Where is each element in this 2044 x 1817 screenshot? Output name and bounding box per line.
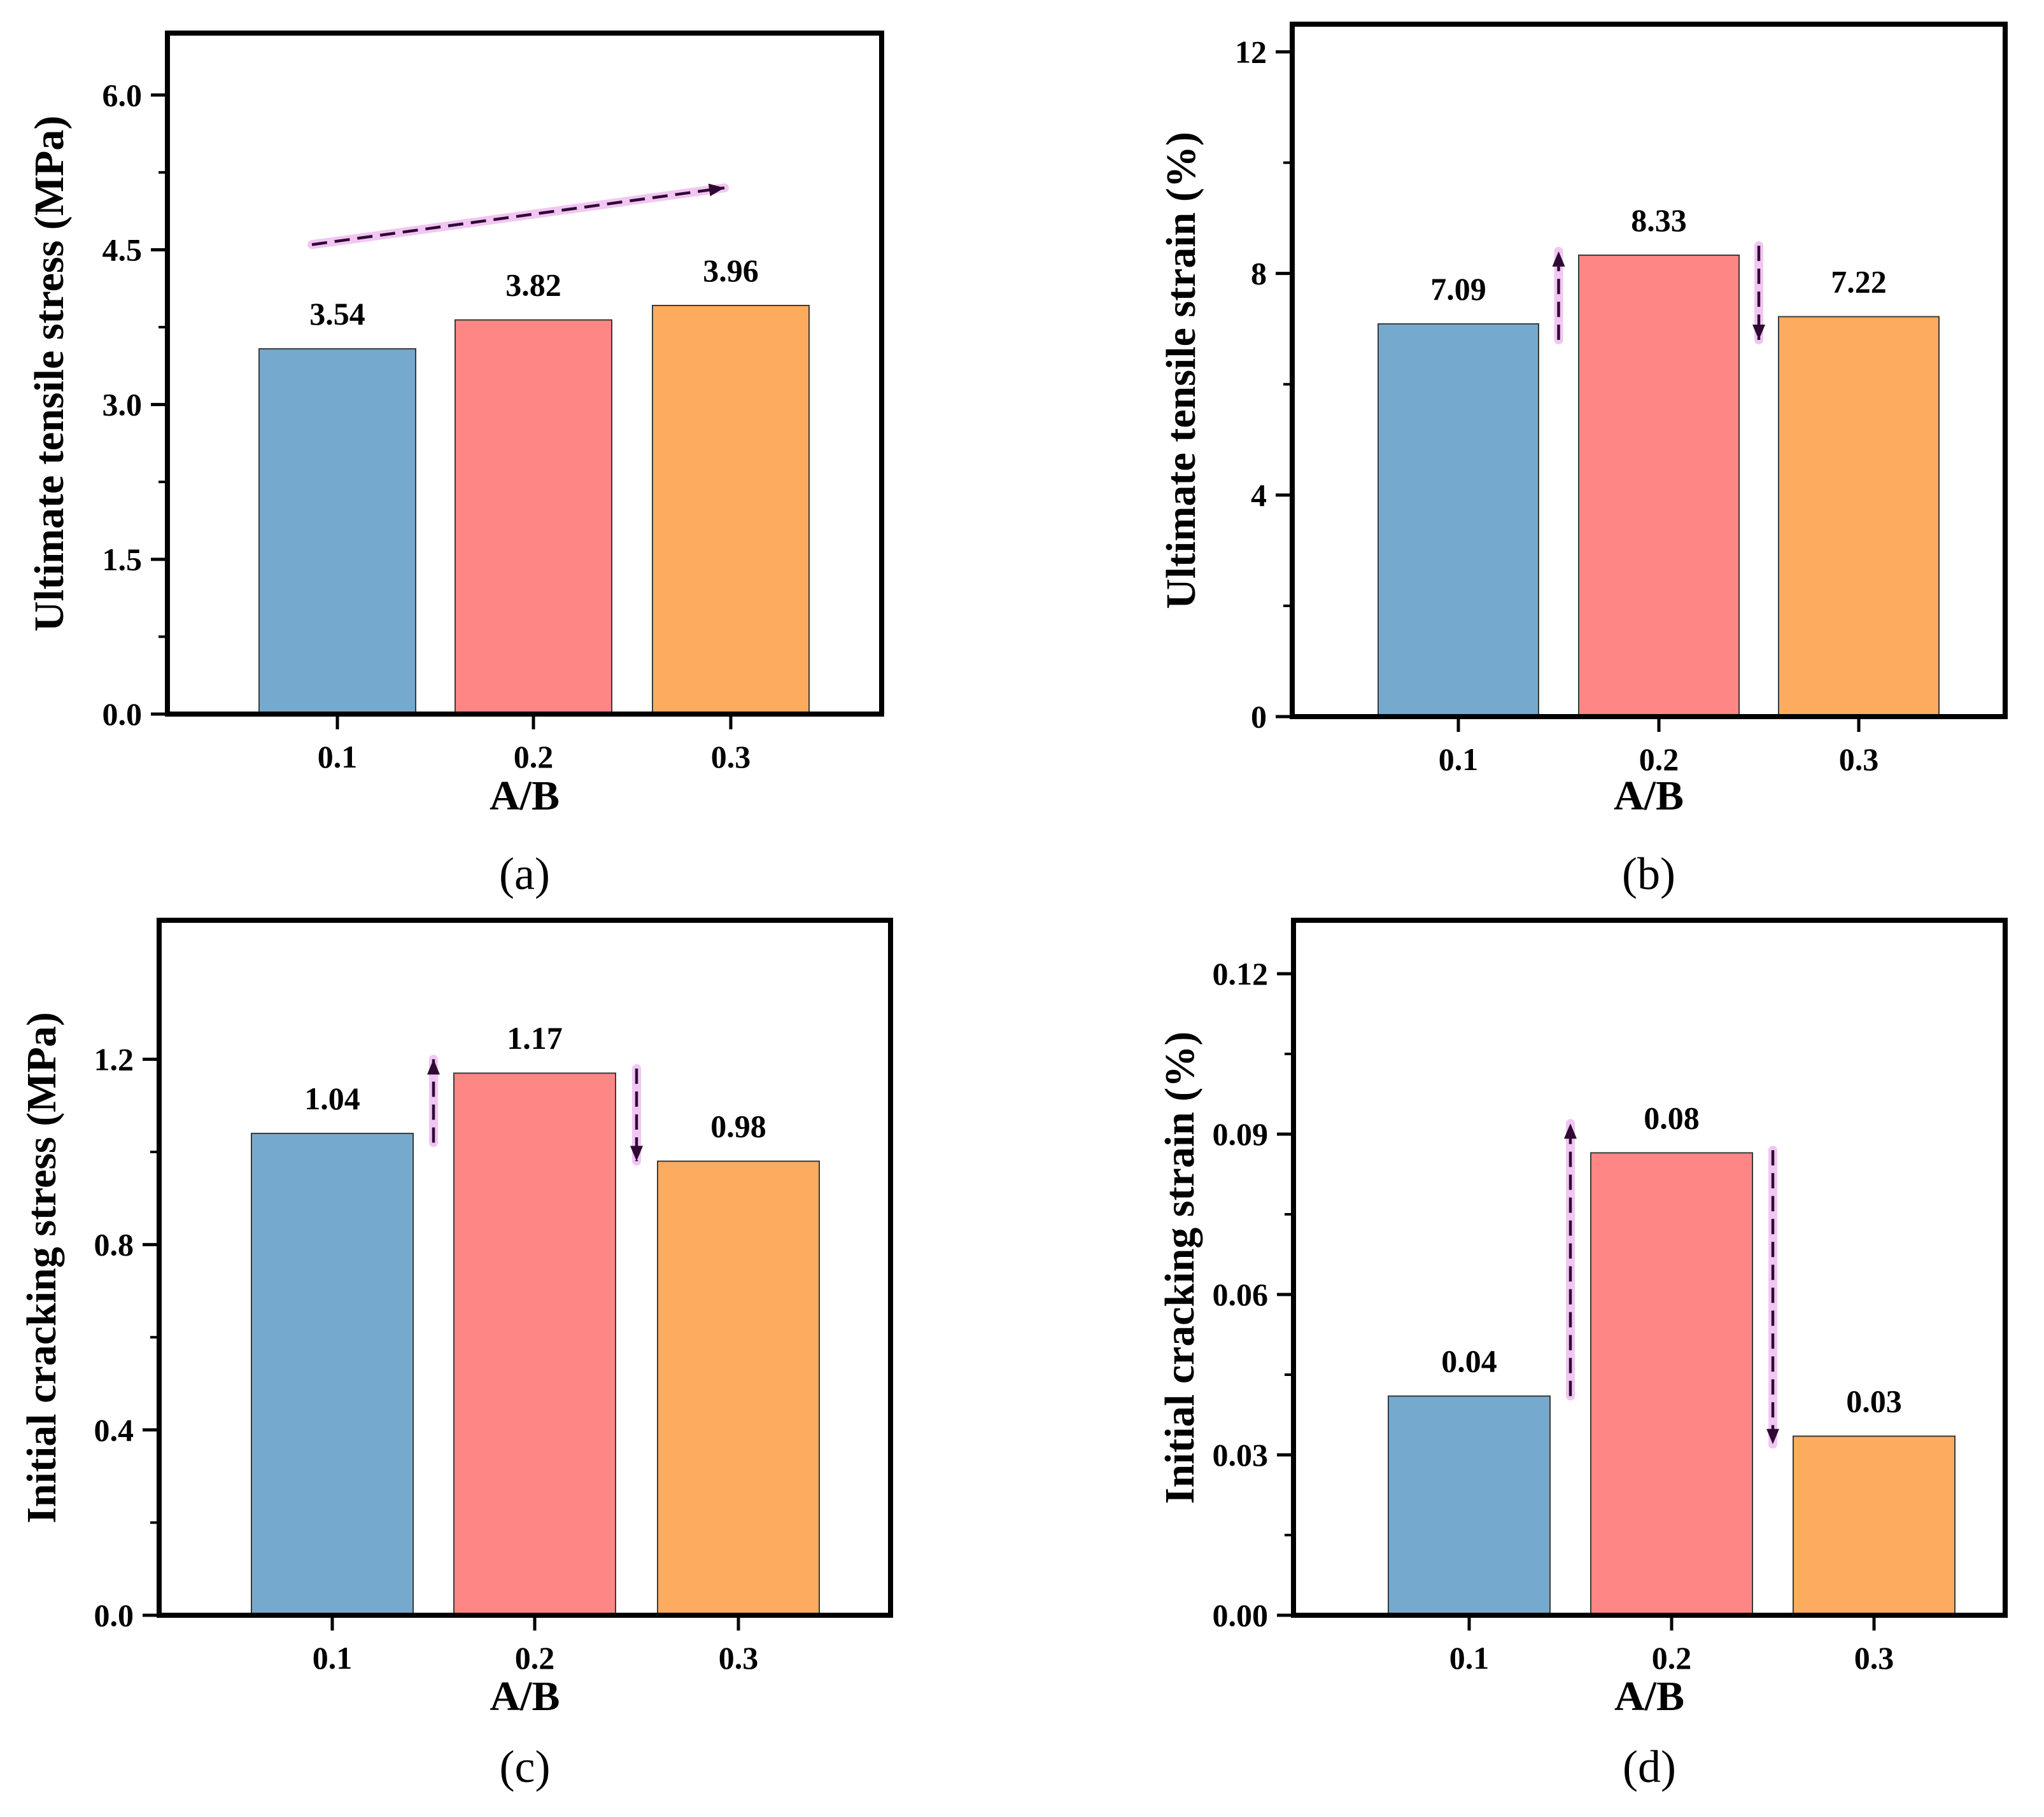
x-axis-label: A/B (490, 1673, 560, 1720)
value-label: 1.17 (507, 1020, 563, 1056)
plot-frame (165, 31, 884, 717)
y-tick-label: 0.09 (1213, 1116, 1269, 1152)
y-tick-label: 6.0 (102, 77, 143, 113)
x-tick-label: 0.3 (711, 739, 751, 775)
y-tick-label: 0 (1251, 699, 1267, 734)
y-tick-label: 0.06 (1213, 1277, 1269, 1312)
y-axis-label: Initial cracking stress (MPa) (18, 1012, 65, 1524)
trend-arrow-down (630, 1063, 643, 1166)
bar-0.3 (1778, 316, 1940, 717)
y-tick-label: 1.2 (94, 1041, 134, 1077)
trend-arrow-up (1552, 246, 1565, 345)
bar-0.1 (1378, 323, 1539, 717)
chart-panel-d: 0.04 0.08 0.03 0.00 0.03 0.06 0.09 0.12 0.1 0.2 0.… (1157, 918, 2008, 1792)
y-tick-label: 3.0 (102, 387, 143, 423)
y-tick-label: 0.00 (1213, 1597, 1269, 1633)
x-axis-label: A/B (490, 773, 560, 819)
y-tick-label: 0.0 (102, 696, 143, 732)
x-tick-label: 0.1 (1449, 1640, 1490, 1676)
trend-arrow-up (1564, 1119, 1577, 1401)
bar-0.2 (453, 1072, 616, 1616)
chart-panel-a: 3.54 3.82 3.96 0.0 1.5 3.0 4.5 6.0 0.1 0.2 0.3 A/B U… (26, 31, 884, 899)
x-tick-label: 0.2 (515, 1640, 555, 1676)
x-axis-label: A/B (1614, 1673, 1684, 1720)
plot-frame (1290, 22, 2008, 719)
plot-frame (1291, 918, 2008, 1618)
x-tick-label: 0.3 (719, 1640, 759, 1676)
y-axis-label: Ultimate tensile stress (MPa) (26, 116, 73, 632)
value-label: 8.33 (1631, 202, 1687, 238)
bar-0.3 (1793, 1435, 1956, 1617)
trend-arrow-down (1752, 241, 1765, 345)
panel-label: (d) (1623, 1741, 1676, 1792)
x-tick-label: 0.3 (1839, 741, 1879, 777)
y-tick-label: 1.5 (102, 542, 143, 577)
value-label: 3.96 (703, 253, 759, 288)
x-tick-label: 0.2 (514, 739, 554, 775)
x-tick-label: 0.2 (1652, 1640, 1692, 1676)
y-tick-label: 0.8 (94, 1227, 134, 1263)
x-tick-label: 0.1 (318, 739, 358, 775)
value-label: 0.04 (1441, 1343, 1497, 1379)
bar-0.3 (652, 305, 810, 715)
y-tick-label: 12 (1235, 34, 1267, 70)
bar-0.2 (455, 319, 612, 715)
trend-arrow-up (427, 1055, 440, 1147)
value-label: 7.22 (1831, 264, 1887, 300)
trend-arrow-trend (307, 183, 729, 249)
y-tick-label: 0.03 (1213, 1437, 1269, 1473)
chart-panel-b: 7.09 8.33 7.22 0 4 8 12 0.1 0.2 0.3 A/B Ultimate te… (1158, 22, 2008, 899)
value-label: 3.82 (505, 267, 561, 303)
y-tick-label: 4 (1251, 477, 1267, 513)
x-tick-label: 0.2 (1639, 741, 1679, 777)
value-label: 1.04 (304, 1081, 360, 1116)
y-tick-label: 0.4 (94, 1412, 134, 1448)
y-tick-label: 0.12 (1213, 956, 1269, 992)
plot-frame (157, 918, 893, 1618)
x-axis-label: A/B (1614, 773, 1684, 819)
x-tick-label: 0.3 (1854, 1640, 1894, 1676)
bar-0.1 (258, 348, 416, 715)
bar-0.1 (251, 1132, 414, 1616)
chart-panel-c: 1.04 1.17 0.98 0.0 0.4 0.8 1.2 0.1 0.2 0.3 A/B Init… (18, 918, 893, 1792)
value-label: 0.98 (710, 1109, 766, 1144)
y-axis-label: Initial cracking strain (%) (1157, 1032, 1203, 1504)
value-label: 0.08 (1644, 1100, 1700, 1135)
panel-label: (a) (499, 848, 550, 899)
y-axis-label: Ultimate tensile strain (%) (1158, 132, 1204, 609)
y-tick-label: 8 (1251, 256, 1267, 291)
bar-0.2 (1590, 1152, 1753, 1616)
bar-0.3 (657, 1160, 820, 1617)
panel-label: (b) (1622, 848, 1675, 899)
bar-0.2 (1578, 254, 1740, 717)
trend-arrow-down (1766, 1146, 1779, 1449)
bar-0.1 (1388, 1395, 1551, 1617)
value-label: 3.54 (309, 296, 365, 332)
value-label: 0.03 (1846, 1384, 1902, 1419)
y-tick-label: 0.0 (94, 1597, 134, 1633)
value-label: 7.09 (1430, 271, 1486, 307)
x-tick-label: 0.1 (313, 1640, 353, 1676)
x-tick-label: 0.1 (1439, 741, 1479, 777)
y-tick-label: 4.5 (102, 232, 143, 267)
panel-label: (c) (500, 1741, 551, 1792)
